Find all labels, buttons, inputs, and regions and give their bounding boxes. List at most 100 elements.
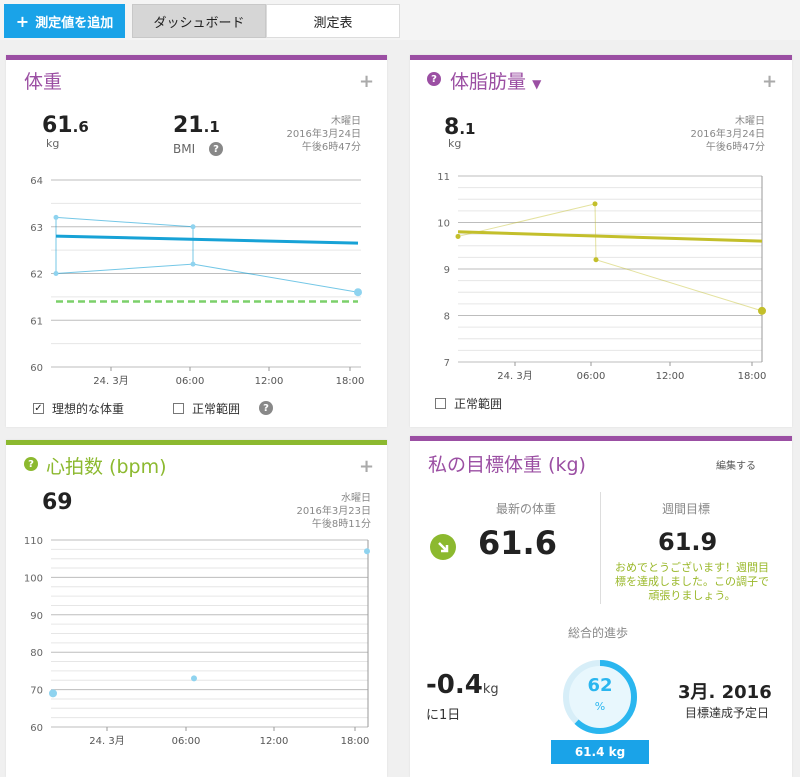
heart-rate-card: ? 心拍数 (bpm) + 69 水曜日 2016年3月23日 午後8時11分 11… — [6, 440, 387, 777]
heart-date: 水曜日 2016年3月23日 午後8時11分 — [296, 493, 371, 530]
x-tick-label: 24. 3月 — [93, 375, 128, 387]
heart-help-icon[interactable]: ? — [24, 457, 38, 471]
y-tick-label: 11 — [437, 172, 450, 183]
fat-unit: kg — [448, 137, 462, 150]
add-fat-icon[interactable]: + — [762, 71, 778, 92]
weekly-goal-value: 61.9 — [658, 528, 718, 556]
progress-ring — [563, 660, 637, 734]
chevron-down-icon: ▼ — [532, 77, 542, 91]
y-tick-label: 100 — [24, 573, 43, 584]
fat-trend-line — [457, 230, 763, 243]
y-tick-label: 70 — [30, 686, 43, 697]
weekly-goal-label: 週間目標 — [662, 502, 711, 516]
y-tick-label: 61 — [30, 316, 43, 327]
card-accent-bar — [6, 55, 387, 60]
body-fat-card: ? 体脂肪量 ▼ + 8.1 kg 木曜日 2016年3月24日 午後6時47分 1… — [410, 55, 792, 427]
divider — [600, 492, 601, 604]
weight-unit: kg — [46, 137, 60, 150]
y-tick-label: 110 — [24, 536, 43, 547]
card-accent-bar — [6, 440, 387, 445]
fat-data-point — [593, 257, 599, 263]
progress-percent: 62 — [587, 675, 613, 696]
target-weight-badge: 61.4 kg — [551, 740, 649, 764]
x-tick-label: 12:00 — [656, 371, 685, 382]
y-tick-label: 62 — [30, 270, 43, 281]
goal-weight-card: 私の目標体重 (kg) 編集する 最新の体重 61.6 週間目標 61.9 おめ… — [410, 436, 792, 777]
fat-value: 8.1 — [444, 115, 476, 140]
ideal-weight-label: 理想的な体重 — [52, 402, 125, 416]
x-tick-label: 12:00 — [255, 376, 284, 387]
normal-range-label: 正常範囲 — [192, 402, 241, 416]
weight-data-point — [354, 288, 362, 297]
heart-chart: 110 100 90 80 70 60 24. 3月 06:00 12:00 18:00 — [24, 536, 370, 747]
overall-progress-label: 総合的進歩 — [568, 626, 629, 640]
add-measurement-button[interactable]: + 測定値を追加 — [4, 4, 125, 38]
x-tick-label: 06:00 — [577, 371, 606, 382]
fat-data-point — [455, 233, 461, 239]
weight-card: 体重 + 61.6 kg 21.1 BMI ? 木曜日 2016年3月24日 午後6… — [6, 55, 387, 427]
x-tick-label: 18:00 — [336, 376, 365, 387]
normal-range-checkbox[interactable]: 正常範囲 — [173, 400, 240, 417]
fat-normal-range-label: 正常範囲 — [454, 397, 503, 411]
tab-dashboard[interactable]: ダッシュボード — [132, 4, 266, 38]
add-heart-icon[interactable]: + — [359, 456, 375, 477]
edit-link[interactable]: 編集する — [716, 461, 756, 472]
fat-series-line — [457, 203, 763, 312]
y-tick-label: 63 — [30, 223, 43, 234]
x-tick-label: 06:00 — [172, 736, 201, 747]
add-weight-icon[interactable]: + — [359, 71, 375, 92]
congrats-message: おめでとうございます！週間目 標を達成しました。この調子で 頑張りましょう。 — [615, 561, 769, 602]
fat-date: 木曜日 2016年3月24日 午後6時47分 — [690, 116, 765, 153]
bmi-label: BMI — [173, 142, 196, 156]
y-tick-label: 60 — [30, 723, 43, 734]
ideal-weight-checkbox[interactable]: ✓ 理想的な体重 — [33, 400, 124, 417]
add-measurement-label: 測定値を追加 — [35, 15, 114, 31]
checkbox-checked[interactable]: ✓ — [33, 403, 44, 414]
weight-data-point — [53, 271, 59, 276]
weight-series-segment — [55, 216, 194, 228]
y-tick-label: 8 — [444, 312, 450, 323]
fat-chart: 11 10 9 8 7 24. 3月 06:00 12:00 18:00 — [437, 172, 766, 382]
heart-data-point — [49, 689, 57, 698]
y-tick-label: 60 — [30, 363, 43, 374]
weight-trend-line — [55, 234, 359, 245]
x-tick-label: 24. 3月 — [497, 370, 532, 382]
y-tick-label: 7 — [444, 358, 450, 369]
target-date-label: 目標達成予定日 — [685, 706, 770, 720]
y-tick-label: 9 — [444, 265, 450, 276]
y-tick-label: 90 — [30, 611, 43, 622]
weight-data-point — [53, 214, 59, 220]
card-accent-bar — [410, 436, 792, 441]
heart-data-point — [364, 548, 370, 555]
weight-series-segment — [55, 263, 194, 274]
fat-help-icon[interactable]: ? — [427, 72, 441, 86]
weight-change-per: に1日 — [426, 708, 461, 723]
weight-chart: 64 63 62 61 60 24. 3月 06:00 12:00 18:00 — [30, 176, 365, 387]
fat-data-point — [592, 201, 598, 207]
normal-range-help-icon[interactable]: ? — [259, 401, 273, 415]
fat-normal-range-checkbox[interactable]: 正常範囲 — [435, 395, 502, 412]
target-date: 3月. 2016 — [678, 682, 772, 703]
x-tick-label: 18:00 — [341, 736, 370, 747]
top-toolbar: + 測定値を追加 ダッシュボード 測定表 — [0, 0, 800, 40]
checkbox-unchecked[interactable] — [173, 403, 184, 414]
bmi-help-icon[interactable]: ? — [209, 142, 223, 156]
heart-title: 心拍数 (bpm) — [46, 456, 167, 478]
weight-title: 体重 — [24, 71, 63, 93]
latest-weight-label: 最新の体重 — [496, 502, 557, 516]
x-tick-label: 24. 3月 — [89, 735, 124, 747]
weight-change-value: -0.4kg — [426, 670, 499, 700]
x-tick-label: 06:00 — [176, 376, 205, 387]
heart-value: 69 — [42, 490, 73, 515]
goal-title: 私の目標体重 (kg) — [428, 454, 586, 476]
tab-measurement-table[interactable]: 測定表 — [266, 4, 400, 38]
y-tick-label: 64 — [30, 176, 43, 187]
plus-icon: + — [15, 11, 30, 31]
weight-data-point — [190, 224, 196, 230]
checkbox-unchecked[interactable] — [435, 398, 446, 409]
latest-weight-value: 61.6 — [478, 524, 557, 562]
fat-data-point — [758, 306, 766, 315]
y-tick-label: 80 — [30, 648, 43, 659]
fat-title[interactable]: 体脂肪量 ▼ — [450, 71, 542, 93]
progress-ring-fill — [563, 660, 637, 734]
